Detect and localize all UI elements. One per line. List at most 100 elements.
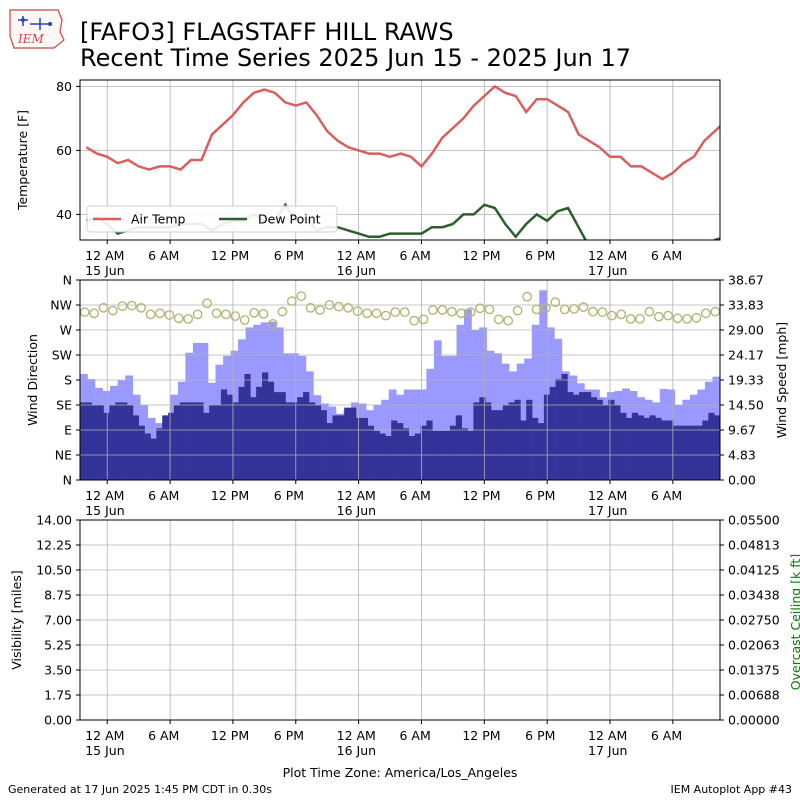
wind-speed-bar	[596, 399, 603, 480]
wind-direction-point	[663, 310, 674, 321]
wind-direction-point	[588, 306, 598, 317]
wind-direction-tick-label: NW	[50, 298, 72, 313]
wind-speed-bar	[514, 399, 521, 480]
wind-speed-bar	[344, 407, 351, 480]
wind-speed-bar	[303, 392, 310, 480]
wind-speed-bar	[256, 386, 263, 480]
wind-direction-point	[635, 313, 645, 324]
wind-speed-bar	[408, 436, 415, 480]
x-tick-label: 12 AM	[337, 248, 376, 263]
legend-dew-point-label: Dew Point	[258, 212, 321, 227]
wind-direction-point	[653, 311, 664, 322]
wind-speed-bar	[696, 425, 703, 480]
visibility-tick-label: 1.75	[44, 688, 72, 703]
visibility-tick-label: 0.00	[44, 713, 72, 728]
x-tick-label: 12 AM	[337, 728, 376, 743]
wind-speed-bar	[162, 415, 169, 480]
wind-gust-bar	[539, 290, 548, 480]
wind-direction-point	[437, 305, 448, 315]
wind-speed-bar	[297, 397, 304, 480]
wind-speed-bar	[209, 405, 216, 480]
wind-direction-point	[362, 308, 372, 319]
wind-speed-tick-label: 19.33	[728, 373, 764, 388]
wind-direction-point	[164, 310, 175, 320]
wind-direction-point	[503, 315, 514, 326]
wind-speed-bar	[538, 423, 545, 480]
ceiling-tick-label: 0.04125	[728, 563, 780, 578]
x-tick-label: 12 AM	[588, 248, 627, 263]
wind-direction-point	[277, 306, 288, 317]
wind-speed-bar	[279, 392, 286, 480]
wind-direction-point	[465, 307, 476, 318]
wind-direction-point	[418, 314, 429, 325]
wind-direction-point	[267, 318, 278, 329]
wind-direction-point	[409, 315, 419, 326]
chart-title: [FAFO3] FLAGSTAFF HILL RAWS	[80, 18, 454, 46]
x-tick-label: 6 PM	[525, 728, 555, 743]
wind-direction-point	[512, 305, 523, 316]
wind-speed-bar	[602, 405, 609, 480]
ceiling-tick-label: 0.05500	[728, 513, 780, 528]
x-tick-label: 12 PM	[211, 488, 249, 503]
wind-direction-point	[192, 309, 203, 320]
wind-speed-bar	[144, 433, 151, 480]
wind-direction-point	[541, 302, 551, 313]
wind-direction-point	[493, 314, 504, 325]
wind-speed-bar	[667, 420, 674, 480]
wind-speed-bar	[179, 402, 186, 480]
wind-speed-bar	[467, 430, 474, 480]
wind-direction-point	[644, 306, 655, 317]
generated-footer: Generated at 17 Jun 2025 1:45 PM CDT in …	[8, 783, 273, 796]
wind-speed-bar	[226, 394, 233, 480]
y-tick-label: 40	[56, 207, 72, 222]
wind-direction-point	[249, 307, 260, 318]
x-tick-date-label: 17 Jun	[588, 263, 627, 278]
visibility-frame	[79, 519, 721, 721]
wind-speed-bar	[197, 402, 204, 480]
wind-speed-tick-label: 9.67	[728, 423, 756, 438]
wind-speed-bar	[702, 420, 709, 480]
wind-direction-point	[625, 313, 636, 324]
wind-speed-bar	[326, 423, 333, 480]
wind-frame	[79, 279, 721, 481]
x-tick-label: 12 PM	[462, 488, 500, 503]
x-tick-label: 6 AM	[651, 728, 682, 743]
wind-speed-bar	[150, 438, 157, 480]
wind-speed-bar	[103, 412, 110, 480]
wind-speed-bar	[238, 386, 245, 480]
ceiling-tick-label: 0.00000	[728, 713, 780, 728]
wind-speed-bar	[590, 397, 597, 480]
wind-speed-bar	[156, 428, 163, 480]
wind-direction-point	[682, 313, 692, 324]
wind-direction-point	[352, 306, 363, 316]
wind-speed-bar	[502, 405, 509, 480]
wind-speed-bar	[479, 397, 486, 480]
x-tick-date-label: 17 Jun	[588, 503, 627, 518]
x-tick-date-label: 15 Jun	[85, 743, 124, 758]
wind-speed-bar	[684, 425, 691, 480]
wind-speed-bar	[420, 425, 427, 480]
wind-speed-axis-label: Wind Speed [mph]	[774, 322, 789, 438]
wind-speed-tick-label: 14.50	[728, 398, 764, 413]
wind-direction-point	[333, 301, 344, 312]
wind-speed-bar	[714, 415, 721, 480]
wind-direction-point	[484, 304, 495, 315]
wind-speed-bar	[273, 392, 280, 480]
wind-direction-point	[136, 302, 147, 313]
x-tick-label: 12 AM	[337, 488, 376, 503]
wind-direction-point	[239, 315, 250, 325]
wind-direction-point	[183, 313, 194, 324]
wind-direction-point	[710, 306, 721, 317]
wind-direction-point	[305, 302, 316, 313]
wind-speed-bar	[121, 402, 128, 480]
wind-direction-point	[427, 305, 438, 315]
x-tick-label: 12 AM	[85, 488, 124, 503]
visibility-axis-label: Visibility [miles]	[9, 570, 24, 669]
wind-direction-point	[145, 309, 156, 320]
temperature-frame	[79, 79, 721, 241]
wind-speed-bar	[391, 420, 398, 480]
wind-speed-bar	[608, 399, 615, 480]
wind-gust-bar	[464, 309, 472, 480]
legend-air-temp-label: Air Temp	[131, 212, 186, 227]
